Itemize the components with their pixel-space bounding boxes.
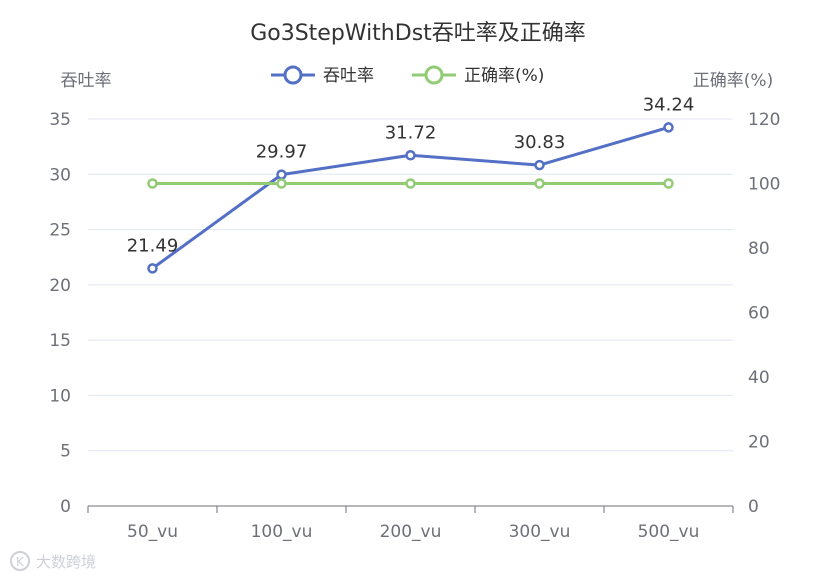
series-layer bbox=[147, 122, 674, 274]
data-point bbox=[405, 178, 416, 189]
x-axis-tick-label: 100_vu bbox=[251, 522, 313, 542]
y-axis-left-tick-label: 35 bbox=[49, 110, 71, 130]
y-axis-left-tick-label: 5 bbox=[60, 442, 71, 462]
chart-title: Go3StepWithDst吞吐率及正确率 bbox=[250, 21, 586, 46]
y-axis-right-tick-label: 60 bbox=[748, 304, 770, 324]
y-axis-left-tick-label: 30 bbox=[49, 165, 71, 185]
y-axis-left-tick-label: 0 bbox=[60, 497, 71, 517]
data-label: 34.24 bbox=[643, 94, 695, 115]
x-axis-tick-label: 200_vu bbox=[380, 522, 442, 542]
y-axis-left-tick-label: 10 bbox=[49, 386, 71, 406]
data-point bbox=[534, 178, 545, 189]
series-line bbox=[151, 125, 669, 270]
data-label: 21.49 bbox=[127, 235, 179, 256]
data-point bbox=[663, 122, 674, 133]
watermark-logo-letter: K bbox=[16, 555, 25, 569]
x-axis-tick-label: 50_vu bbox=[127, 522, 178, 542]
data-labels: 21.49 29.97 31.72 30.83 34.24 bbox=[127, 94, 695, 256]
data-point bbox=[663, 178, 674, 189]
data-point bbox=[534, 159, 545, 171]
data-point bbox=[276, 169, 287, 180]
data-point bbox=[405, 150, 416, 161]
y-axis-right-tick-label: 100 bbox=[748, 175, 780, 195]
legend-marker-icon bbox=[283, 65, 303, 85]
y-axis-right-tick-label: 20 bbox=[748, 433, 770, 453]
data-point bbox=[276, 178, 287, 189]
grid-lines bbox=[88, 118, 733, 452]
legend-label: 吞吐率 bbox=[323, 66, 374, 86]
y-axis-right-tick-label: 40 bbox=[748, 368, 770, 388]
y-axis-left-tick-label: 15 bbox=[49, 331, 71, 351]
legend[interactable]: 吞吐率 正确率(%) bbox=[271, 65, 544, 86]
data-point bbox=[147, 178, 158, 189]
watermark: K 大数跨境 bbox=[10, 551, 96, 571]
y-axis-right-ticks: 0 20 40 60 80 100 120 bbox=[748, 110, 780, 517]
data-label: 29.97 bbox=[256, 142, 308, 163]
y-axis-left-tick-label: 20 bbox=[49, 276, 71, 296]
y-axis-left-tick-label: 25 bbox=[49, 221, 71, 241]
legend-item[interactable]: 正确率(%) bbox=[412, 65, 544, 86]
data-label: 31.72 bbox=[385, 122, 437, 143]
watermark-logo-icon bbox=[10, 551, 30, 571]
legend-item[interactable]: 吞吐率 bbox=[271, 65, 374, 86]
y-axis-right-label: 正确率(%) bbox=[693, 71, 773, 91]
y-axis-left-label: 吞吐率 bbox=[61, 71, 112, 91]
x-axis: 50_vu 100_vu 200_vu 300_vu 500_vu bbox=[87, 505, 734, 542]
legend-label: 正确率(%) bbox=[464, 66, 544, 86]
y-axis-right-tick-label: 80 bbox=[748, 239, 770, 259]
legend-marker-icon bbox=[424, 65, 444, 85]
watermark-text: 大数跨境 bbox=[36, 553, 96, 571]
y-axis-right-tick-label: 0 bbox=[748, 497, 759, 517]
y-axis-right-tick-label: 120 bbox=[748, 110, 780, 130]
x-axis-tick-label: 500_vu bbox=[638, 522, 700, 542]
y-axis-left-ticks: 0 5 10 15 20 25 30 35 bbox=[49, 110, 71, 517]
data-point bbox=[147, 263, 158, 274]
data-label: 30.83 bbox=[514, 132, 566, 153]
x-axis-tick-label: 300_vu bbox=[509, 522, 571, 542]
